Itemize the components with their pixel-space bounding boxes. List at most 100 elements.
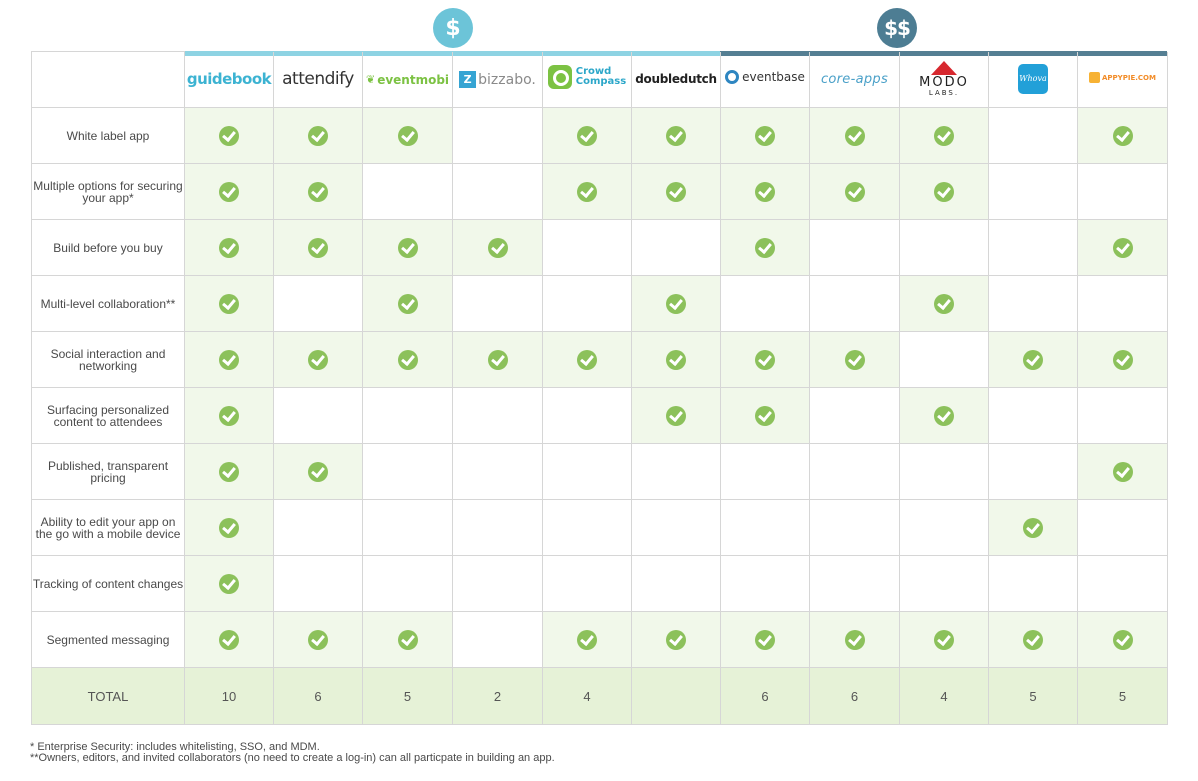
feature-cell [631, 499, 721, 556]
feature-row: White label app [31, 107, 1168, 164]
feature-cell [362, 611, 453, 668]
check-icon [219, 629, 239, 650]
feature-label: Multiple options for securing your app* [31, 163, 185, 220]
feature-cell [988, 555, 1078, 612]
feature-cell [988, 107, 1078, 164]
check-icon [397, 629, 418, 650]
feature-cell [273, 611, 363, 668]
check-icon [666, 349, 686, 370]
footnote-collaborators: **Owners, editors, and invited collabora… [30, 752, 555, 764]
check-icon [1112, 629, 1133, 650]
appypie-logo: APPYPIE.COM [1089, 72, 1156, 84]
feature-cell [452, 443, 543, 500]
feature-cell [809, 219, 900, 276]
check-icon [308, 349, 328, 370]
feature-cell [809, 163, 900, 220]
total-value: 6 [809, 667, 900, 725]
feature-cell [452, 219, 543, 276]
feature-cell [899, 275, 989, 332]
feature-row: Multiple options for securing your app* [31, 163, 1168, 220]
feature-cell [899, 107, 989, 164]
feature-label: Published, transparent pricing [31, 443, 185, 500]
check-icon [934, 181, 954, 202]
feature-cell [720, 107, 810, 164]
feature-cell [631, 611, 721, 668]
check-icon [934, 125, 954, 146]
feature-label: Surfacing personalized content to attend… [31, 387, 185, 444]
check-icon [666, 125, 686, 146]
crowdcompass-line2: Compass [575, 75, 627, 87]
feature-cell [631, 331, 721, 388]
vendor-logo-whova: Whova [988, 51, 1078, 108]
feature-cell [362, 107, 453, 164]
feature-cell [720, 499, 810, 556]
feature-cell [988, 219, 1078, 276]
feature-cell [542, 163, 632, 220]
feature-cell [720, 387, 810, 444]
check-icon [1023, 629, 1043, 650]
feature-cell [899, 163, 989, 220]
feature-cell [452, 611, 543, 668]
doubledutch-logo: doubledutch [635, 72, 717, 87]
check-icon [666, 181, 686, 202]
feature-cell [542, 219, 632, 276]
feature-cell [452, 499, 543, 556]
feature-cell [273, 163, 363, 220]
feature-cell [362, 275, 453, 332]
feature-cell [631, 443, 721, 500]
total-value: 6 [720, 667, 810, 725]
feature-cell [1077, 331, 1168, 388]
eventbase-icon [725, 69, 740, 84]
check-icon [577, 125, 597, 146]
vendor-logo-appypie: APPYPIE.COM [1077, 51, 1168, 108]
total-value: 5 [988, 667, 1078, 725]
feature-cell [184, 387, 274, 444]
feature-cell [1077, 219, 1168, 276]
footnote-enterprise-security: * Enterprise Security: includes whitelis… [30, 741, 320, 753]
feature-cell [542, 275, 632, 332]
feature-cell [899, 331, 989, 388]
total-value: 4 [542, 667, 632, 725]
feature-cell [988, 443, 1078, 500]
feature-cell [362, 555, 453, 612]
feature-cell [809, 611, 900, 668]
appypie-wordmark: APPYPIE.COM [1102, 73, 1156, 82]
eventmobi-wordmark: eventmobi [377, 72, 450, 87]
check-icon [308, 181, 328, 202]
check-icon [1112, 461, 1133, 482]
feature-cell [542, 555, 632, 612]
check-icon [219, 573, 239, 594]
check-icon [308, 237, 328, 258]
feature-cell [273, 107, 363, 164]
feature-cell [631, 107, 721, 164]
check-icon [219, 349, 239, 370]
check-icon [934, 293, 954, 314]
feature-cell [184, 219, 274, 276]
feature-cell [362, 443, 453, 500]
check-icon [308, 461, 328, 482]
check-icon [1112, 349, 1133, 370]
feature-cell [720, 163, 810, 220]
feature-cell [809, 275, 900, 332]
total-value: 2 [452, 667, 543, 725]
feature-cell [1077, 107, 1168, 164]
feature-cell [273, 219, 363, 276]
check-icon [219, 237, 239, 258]
feature-cell [988, 387, 1078, 444]
crowdcompass-icon [547, 64, 572, 89]
attendify-logo: attendify [282, 69, 354, 90]
feature-cell [452, 387, 543, 444]
check-icon [755, 349, 775, 370]
leaf-icon: ❦ [365, 73, 376, 87]
vendor-logo-crowdcompass: Crowd Compass [542, 51, 632, 108]
feature-cell [184, 331, 274, 388]
check-icon [487, 237, 508, 258]
vendor-logo-eventmobi: ❦ eventmobi [362, 51, 453, 108]
modo-triangle-icon [930, 61, 957, 76]
check-icon [1112, 125, 1133, 146]
check-icon [219, 517, 239, 538]
total-value: 4 [899, 667, 989, 725]
feature-cell [1077, 611, 1168, 668]
